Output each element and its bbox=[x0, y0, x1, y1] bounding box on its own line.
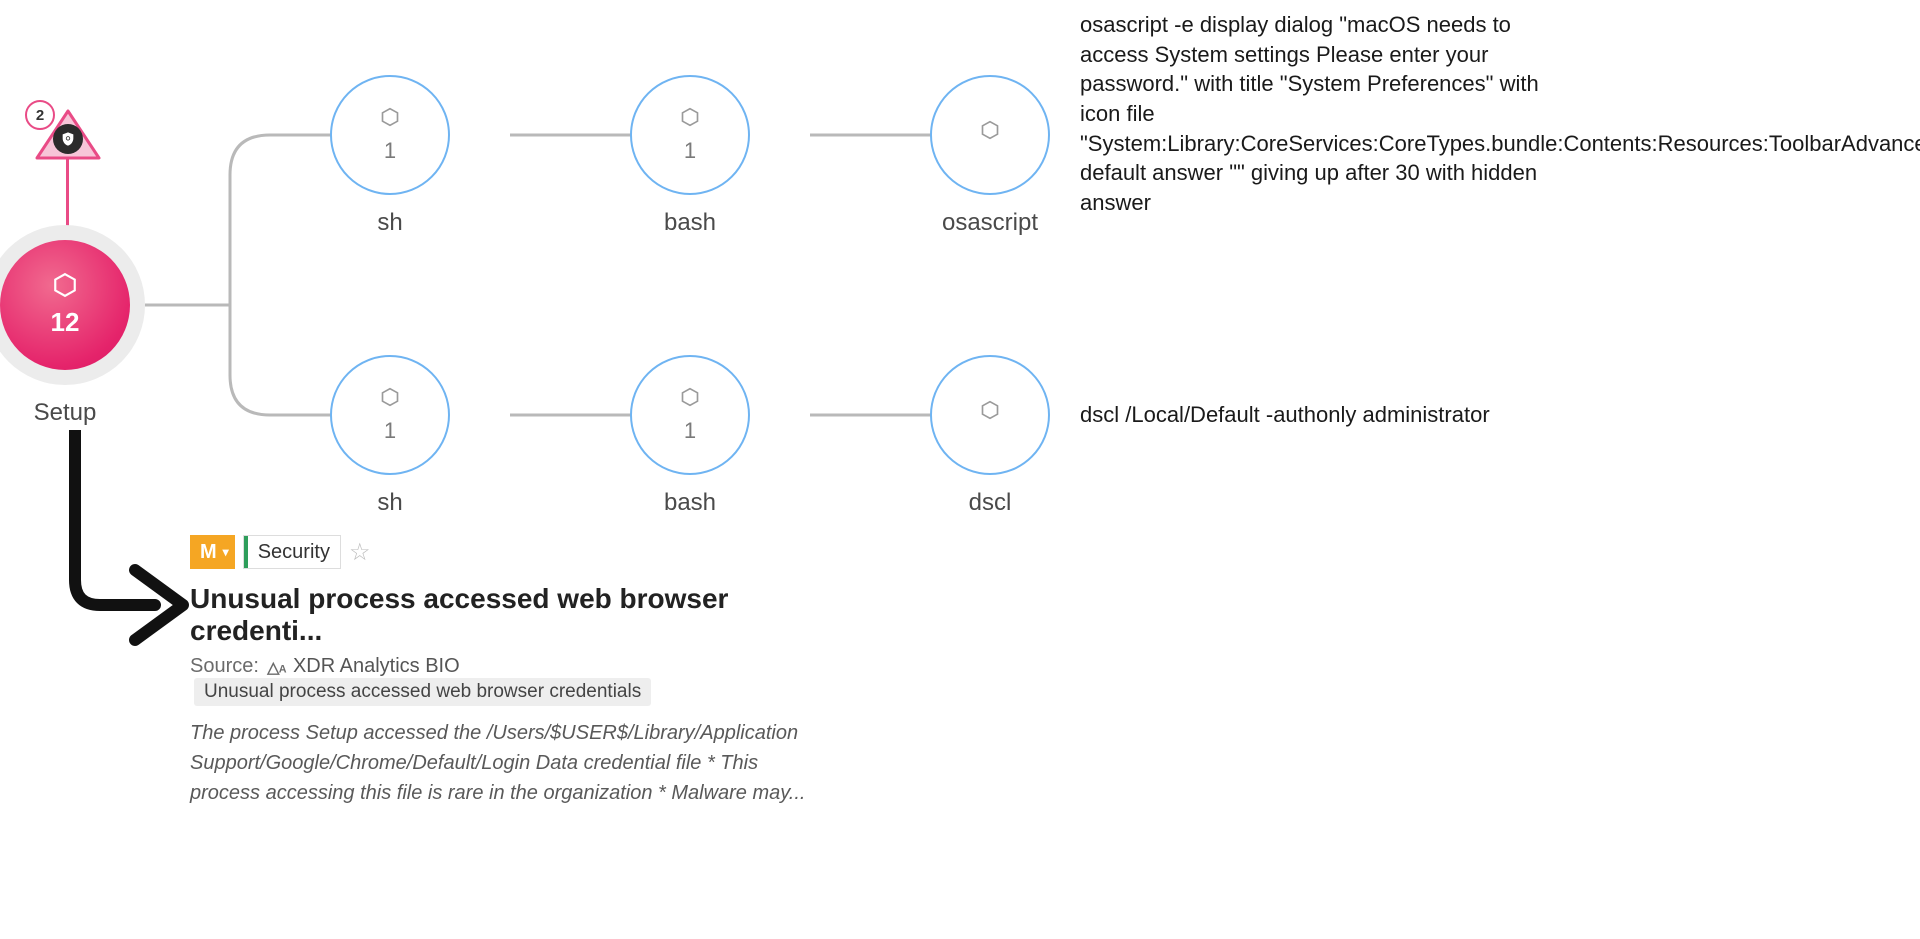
alert-tooltip: Unusual process accessed web browser cre… bbox=[194, 678, 651, 706]
node-label: sh bbox=[377, 489, 402, 517]
severity-letter: M bbox=[200, 541, 217, 564]
hexagon-icon bbox=[380, 387, 400, 412]
hexagon-icon bbox=[980, 400, 1000, 425]
root-count: 12 bbox=[51, 307, 80, 338]
hexagon-icon bbox=[680, 107, 700, 132]
process-node-osascript[interactable]: osascript bbox=[930, 75, 1050, 237]
alert-detail-panel: M ▾ Security ☆ Unusual process accessed … bbox=[190, 535, 850, 808]
badge-connector bbox=[66, 158, 69, 228]
alert-title: Unusual process accessed web browser cre… bbox=[190, 583, 850, 647]
hexagon-icon bbox=[680, 387, 700, 412]
node-label: dscl bbox=[969, 489, 1012, 517]
star-icon[interactable]: ☆ bbox=[349, 538, 371, 567]
node-label: sh bbox=[377, 209, 402, 237]
callout-arrow-icon bbox=[55, 430, 195, 650]
hexagon-icon bbox=[380, 107, 400, 132]
node-count: 1 bbox=[384, 418, 396, 444]
alert-description: The process Setup accessed the /Users/$U… bbox=[190, 718, 810, 808]
source-label: Source: bbox=[190, 655, 259, 678]
root-alert-badge[interactable]: 2 bbox=[25, 100, 105, 170]
alert-count: 2 bbox=[36, 107, 44, 124]
node-count: 1 bbox=[684, 138, 696, 164]
node-label: bash bbox=[664, 209, 716, 237]
node-count: 1 bbox=[684, 418, 696, 444]
shield-icon bbox=[53, 124, 83, 154]
process-node-bash[interactable]: 1 bash bbox=[630, 355, 750, 517]
analytics-icon: A bbox=[265, 658, 287, 676]
process-node-dscl[interactable]: dscl bbox=[930, 355, 1050, 517]
hexagon-icon bbox=[52, 272, 78, 303]
source-name: XDR Analytics BIO bbox=[293, 655, 460, 678]
alert-count-badge: 2 bbox=[25, 100, 55, 130]
svg-text:A: A bbox=[279, 663, 287, 675]
process-node-sh[interactable]: 1 sh bbox=[330, 75, 450, 237]
node-label: bash bbox=[664, 489, 716, 517]
severity-badge[interactable]: M ▾ bbox=[190, 535, 235, 569]
node-count: 1 bbox=[384, 138, 396, 164]
hexagon-icon bbox=[980, 120, 1000, 145]
chevron-down-icon: ▾ bbox=[223, 545, 229, 559]
category-pill[interactable]: Security bbox=[243, 535, 341, 569]
root-process-node[interactable]: 12 Setup bbox=[0, 225, 145, 427]
process-node-sh[interactable]: 1 sh bbox=[330, 355, 450, 517]
command-text-osascript: osascript -e display dialog "macOS needs… bbox=[1080, 10, 1570, 218]
node-label: osascript bbox=[942, 209, 1038, 237]
category-label: Security bbox=[248, 541, 340, 564]
command-text-dscl: dscl /Local/Default -authonly administra… bbox=[1080, 400, 1580, 430]
root-label: Setup bbox=[34, 399, 97, 427]
process-node-bash[interactable]: 1 bash bbox=[630, 75, 750, 237]
